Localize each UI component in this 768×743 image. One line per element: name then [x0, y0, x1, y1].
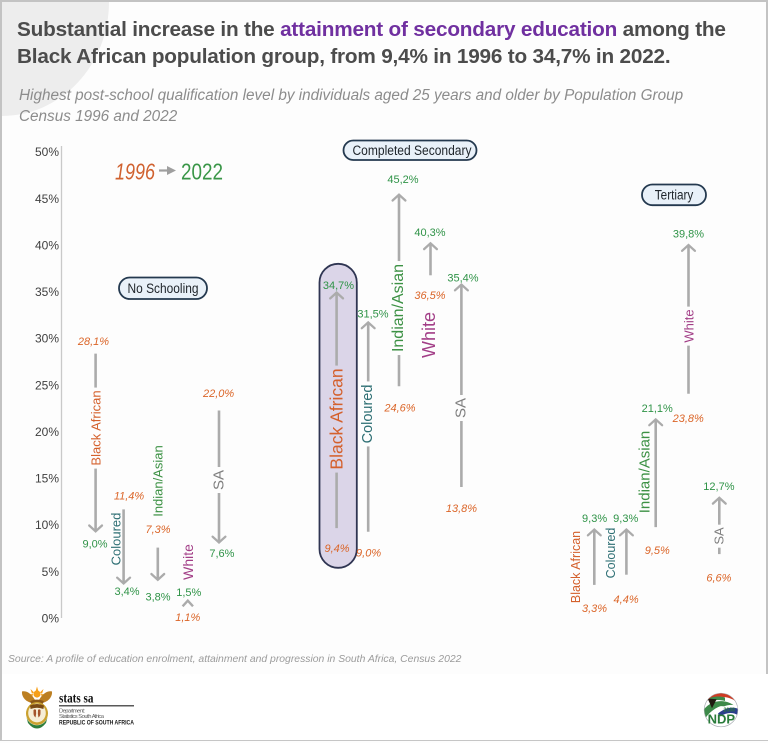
svg-text:40,3%: 40,3% — [414, 227, 445, 239]
svg-text:25%: 25% — [35, 378, 59, 392]
svg-text:34,7%: 34,7% — [323, 280, 354, 292]
svg-text:REPUBLIC OF SOUTH AFRICA: REPUBLIC OF SOUTH AFRICA — [59, 720, 134, 727]
svg-text:31,5%: 31,5% — [357, 309, 388, 321]
svg-text:1996: 1996 — [115, 159, 155, 185]
svg-text:20%: 20% — [35, 425, 59, 439]
svg-text:Statistics South Africa: Statistics South Africa — [59, 714, 105, 720]
svg-text:2022: 2022 — [181, 159, 223, 185]
svg-text:35%: 35% — [35, 285, 59, 299]
svg-text:2030: 2030 — [724, 708, 736, 714]
svg-text:9,3%: 9,3% — [582, 513, 607, 525]
svg-text:Completed Secondary: Completed Secondary — [353, 143, 472, 158]
svg-text:23,8%: 23,8% — [672, 413, 704, 425]
svg-text:28,1%: 28,1% — [77, 336, 109, 348]
svg-text:stats sa: stats sa — [59, 691, 94, 706]
svg-text:6,6%: 6,6% — [706, 572, 731, 584]
svg-text:4,4%: 4,4% — [614, 594, 639, 606]
svg-text:35,4%: 35,4% — [447, 273, 478, 285]
svg-text:30%: 30% — [35, 332, 59, 346]
svg-text:0%: 0% — [42, 611, 60, 625]
svg-text:7,6%: 7,6% — [209, 548, 234, 560]
svg-text:50%: 50% — [35, 145, 59, 159]
svg-text:NDP: NDP — [708, 711, 736, 726]
svg-text:9,5%: 9,5% — [645, 545, 670, 557]
svg-text:3,4%: 3,4% — [114, 586, 139, 598]
svg-text:12,7%: 12,7% — [703, 481, 734, 493]
svg-text:36,5%: 36,5% — [414, 290, 445, 302]
svg-text:7,3%: 7,3% — [145, 524, 170, 536]
svg-text:45%: 45% — [35, 192, 59, 206]
svg-text:5%: 5% — [42, 565, 60, 579]
svg-text:Tertiary: Tertiary — [655, 188, 694, 203]
svg-text:9,0%: 9,0% — [356, 548, 381, 560]
svg-text:22,0%: 22,0% — [202, 388, 234, 400]
svg-text:45,2%: 45,2% — [387, 174, 418, 186]
svg-text:39,8%: 39,8% — [673, 229, 704, 241]
svg-text:3,8%: 3,8% — [145, 592, 170, 604]
svg-text:3,3%: 3,3% — [582, 603, 607, 615]
svg-text:No Schooling: No Schooling — [128, 281, 199, 296]
svg-text:1,1%: 1,1% — [175, 612, 200, 624]
svg-text:13,8%: 13,8% — [446, 503, 477, 515]
svg-text:1,5%: 1,5% — [176, 587, 201, 599]
svg-text:9,0%: 9,0% — [82, 539, 107, 551]
svg-text:40%: 40% — [35, 239, 59, 253]
svg-text:9,3%: 9,3% — [613, 513, 638, 525]
svg-text:24,6%: 24,6% — [383, 403, 415, 415]
svg-text:10%: 10% — [35, 518, 59, 532]
svg-text:21,1%: 21,1% — [642, 403, 673, 415]
svg-text:9,4%: 9,4% — [324, 543, 349, 555]
svg-text:11,4%: 11,4% — [114, 491, 145, 503]
svg-text:Department:: Department: — [59, 708, 85, 714]
svg-text:15%: 15% — [35, 472, 59, 486]
